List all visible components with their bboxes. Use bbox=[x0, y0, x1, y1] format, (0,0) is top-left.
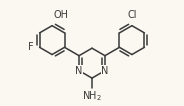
Text: OH: OH bbox=[54, 10, 69, 20]
Text: F: F bbox=[28, 42, 33, 52]
Text: N: N bbox=[75, 66, 83, 76]
Text: N: N bbox=[101, 66, 109, 76]
Text: NH$_2$: NH$_2$ bbox=[82, 89, 102, 103]
Text: Cl: Cl bbox=[127, 10, 137, 20]
